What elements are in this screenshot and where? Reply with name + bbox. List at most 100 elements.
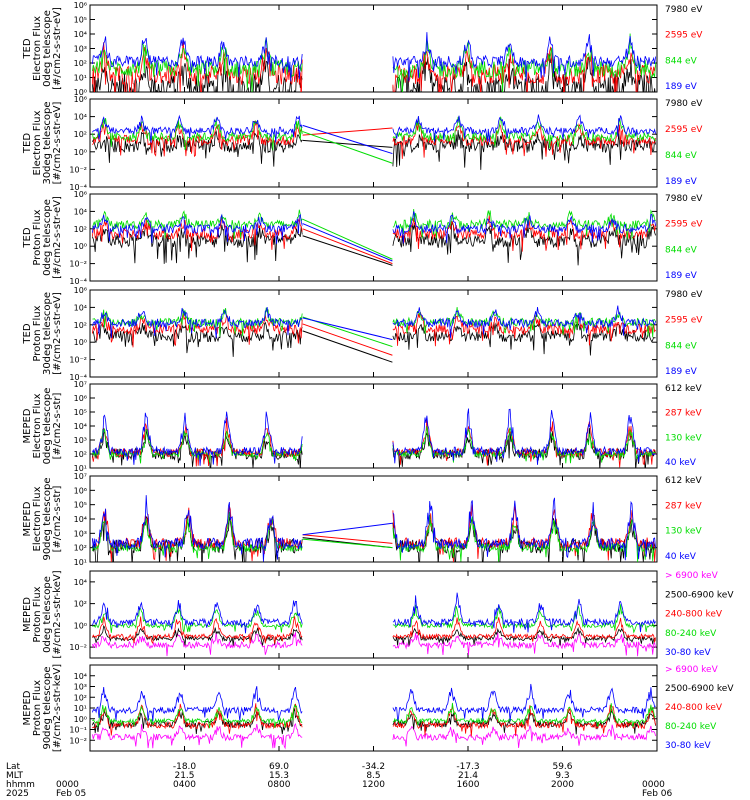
y-tick-label: 10⁻²: [69, 643, 87, 652]
date-label: Feb 06: [642, 789, 673, 799]
y-axis-label-line: 0deg telescope: [42, 10, 53, 87]
lat-label: 59.6: [552, 762, 572, 772]
y-tick-label: 10⁰: [74, 338, 87, 347]
y-tick-label: 10⁵: [74, 408, 87, 417]
plot-area: [92, 114, 656, 170]
y-tick-label: 10³: [74, 529, 87, 538]
legend-entry: 130 keV: [665, 433, 702, 443]
series-line: [92, 616, 303, 645]
series-line: [392, 514, 656, 562]
y-axis-label: TED Electron Flux 0deg telescope [#/cm2-s-s…: [22, 7, 63, 90]
y-axis-label-line: [#/cm2-s-str-keV]: [52, 664, 63, 752]
series-line: [92, 38, 303, 92]
y-tick-label: 10¹: [74, 74, 87, 83]
legend-entry: 844 eV: [665, 56, 698, 66]
series-line: [392, 122, 656, 159]
series-line: [92, 307, 303, 339]
y-tick-label: 10²: [74, 130, 87, 139]
y-tick-label: 10⁻²: [69, 165, 87, 174]
gap-bridge-line: [302, 127, 393, 136]
series-line: [392, 305, 656, 338]
y-axis-label-line: Proton Flux: [32, 586, 43, 642]
lat-label: -17.3: [456, 762, 479, 772]
legend-entry: 844 eV: [665, 245, 698, 255]
y-tick-label: 10²: [74, 321, 87, 330]
gap-bridge-line: [302, 139, 393, 148]
y-axis-label-line: Electron Flux: [32, 486, 43, 551]
series-line: [392, 604, 656, 634]
legend-entry: 7980 eV: [665, 5, 703, 15]
y-tick-label: 10³: [74, 436, 87, 445]
gap-bridge-line: [302, 534, 393, 544]
plot-area: [92, 32, 656, 92]
series-line: [392, 426, 656, 464]
legend-entry: 7980 eV: [665, 194, 703, 204]
series-line: [392, 617, 656, 643]
gap-bridge-line: [302, 538, 393, 549]
y-tick-label: 10⁶: [74, 486, 87, 495]
y-tick-label: 10¹: [74, 558, 87, 567]
series-line: [92, 607, 303, 633]
y-axis-label: MEPED Proton Flux 90deg telescope [#/cm2-s-…: [22, 664, 63, 752]
series-line: [392, 32, 656, 82]
gap-bridge-line: [302, 317, 393, 341]
legend-entry: 7980 eV: [665, 290, 703, 300]
legend-entry: 612 keV: [665, 384, 702, 394]
legend-entry: 189 eV: [665, 271, 698, 281]
series-line: [92, 632, 303, 657]
y-tick-label: 10⁷: [74, 472, 87, 481]
y-axis-label-line: 90deg telescope: [42, 666, 53, 749]
y-tick-label: 10⁻²: [69, 736, 87, 745]
gap-bridge-line: [302, 323, 393, 356]
time-axis-row-label: 2025: [6, 789, 29, 799]
y-tick-label: 10¹: [74, 464, 87, 473]
y-axis-label-line: TED: [22, 227, 33, 248]
y-axis-label-line: [#/cm2-s-str-keV]: [52, 570, 63, 658]
y-tick-label: 10⁰: [74, 88, 87, 97]
y-tick-label: 10⁻⁴: [69, 277, 87, 286]
y-axis-label: MEPED Electron Flux 0deg telescope [#/cm2-s…: [22, 388, 63, 465]
y-tick-label: 10⁴: [74, 113, 87, 122]
y-axis-label-line: 30deg telescope: [42, 292, 53, 375]
y-tick-label: 10⁶: [74, 190, 87, 199]
y-tick-label: 10⁰: [74, 621, 87, 630]
series-line: [392, 702, 656, 728]
y-axis-label-line: [#/cm2-s-str]: [52, 485, 63, 552]
y-tick-label: 10⁰: [74, 715, 87, 724]
chart-panel: 10⁻² 10⁰ 10² 10⁴ MEPED Proton Flux 0deg telesc…: [22, 570, 734, 658]
plot-area: [92, 683, 656, 750]
series-line: [392, 129, 656, 170]
y-tick-label: 10⁶: [74, 1, 87, 10]
chart-panel: 10¹ 10² 10³ 10⁴ 10⁵ 10⁶ 10⁷ MEPED Electron Flux 0…: [22, 380, 702, 473]
gap-bridge-line: [302, 131, 393, 164]
series-line: [92, 599, 303, 634]
series-line: [392, 116, 656, 149]
chart-panel: 10⁻⁴ 10⁻² 10⁰ 10² 10⁴ 10⁶ TED Electron Flux 30de…: [22, 95, 703, 192]
legend-entry: 844 eV: [665, 151, 698, 161]
y-axis-label-line: MEPED: [22, 690, 33, 725]
y-axis-label-line: 0deg telescope: [42, 199, 53, 276]
plot-area: [92, 305, 656, 363]
y-axis-label-line: [#/cm2-s-str-eV]: [52, 7, 63, 90]
legend-entry: 80-240 keV: [665, 629, 717, 639]
hhmm-label: 0000: [642, 780, 665, 790]
legend-entry: > 6900 keV: [665, 571, 719, 581]
hhmm-label: 1600: [457, 780, 480, 790]
gap-bridge-line: [302, 218, 393, 260]
series-line: [92, 217, 303, 252]
legend-entry: 612 keV: [665, 476, 702, 486]
y-axis-label-line: [#/cm2-s-str-eV]: [52, 196, 63, 279]
legend-entry: 7980 eV: [665, 99, 703, 109]
mlt-label: 8.5: [366, 771, 380, 781]
legend-entry: 240-800 keV: [665, 703, 723, 713]
y-tick-label: 10⁻⁴: [69, 373, 87, 382]
legend-entry: 189 eV: [665, 177, 698, 187]
y-axis-label-line: [#/cm2-s-str]: [52, 392, 63, 459]
mlt-label: 21.4: [458, 771, 478, 781]
y-tick-label: 10⁶: [74, 394, 87, 403]
time-axis-row-label: Lat: [6, 762, 21, 772]
mlt-label: 9.3: [555, 771, 569, 781]
y-tick-label: 10⁴: [74, 30, 87, 39]
